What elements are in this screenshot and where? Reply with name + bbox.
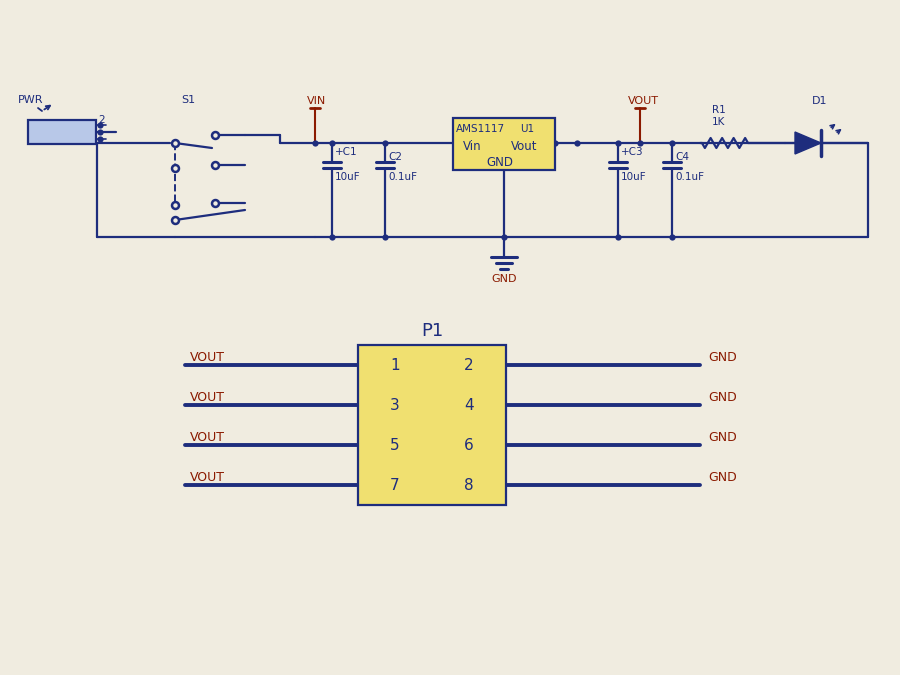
Text: Vin: Vin: [463, 140, 482, 153]
Text: S1: S1: [181, 95, 195, 105]
Text: 6: 6: [464, 437, 474, 452]
Text: VOUT: VOUT: [190, 431, 225, 444]
Text: 10uF: 10uF: [335, 172, 361, 182]
Text: GND: GND: [708, 351, 737, 364]
Text: +C1: +C1: [335, 147, 357, 157]
Text: 0.1uF: 0.1uF: [388, 172, 417, 182]
Text: R1: R1: [712, 105, 725, 115]
Text: 2: 2: [464, 358, 473, 373]
Polygon shape: [795, 132, 821, 154]
Text: 1: 1: [391, 358, 400, 373]
Text: GND: GND: [708, 471, 737, 484]
Text: P1: P1: [421, 322, 443, 340]
Text: Vout: Vout: [511, 140, 537, 153]
Bar: [358, 345, 506, 505]
Text: 10uF: 10uF: [621, 172, 646, 182]
Text: 8: 8: [464, 477, 473, 493]
Text: C2: C2: [388, 152, 402, 162]
Text: PWR: PWR: [18, 95, 43, 105]
Text: GND: GND: [491, 274, 517, 284]
Text: C4: C4: [675, 152, 689, 162]
Text: GND: GND: [708, 431, 737, 444]
Text: 4: 4: [464, 398, 473, 412]
Text: U1: U1: [520, 124, 534, 134]
Text: VOUT: VOUT: [628, 96, 659, 106]
Text: VIN: VIN: [307, 96, 326, 106]
Bar: [28, 120, 96, 144]
Text: 1K: 1K: [712, 117, 725, 127]
Text: +C3: +C3: [621, 147, 644, 157]
Text: VOUT: VOUT: [190, 471, 225, 484]
Text: 2: 2: [98, 115, 104, 125]
Text: VOUT: VOUT: [190, 391, 225, 404]
Text: 3: 3: [390, 398, 400, 412]
Text: GND: GND: [708, 391, 737, 404]
Text: 0.1uF: 0.1uF: [675, 172, 704, 182]
Text: D1: D1: [812, 96, 827, 106]
Text: 7: 7: [391, 477, 400, 493]
Bar: [453, 118, 555, 170]
Text: VOUT: VOUT: [190, 351, 225, 364]
Text: GND: GND: [486, 155, 513, 169]
Text: AMS1117: AMS1117: [456, 124, 505, 134]
Text: 5: 5: [391, 437, 400, 452]
